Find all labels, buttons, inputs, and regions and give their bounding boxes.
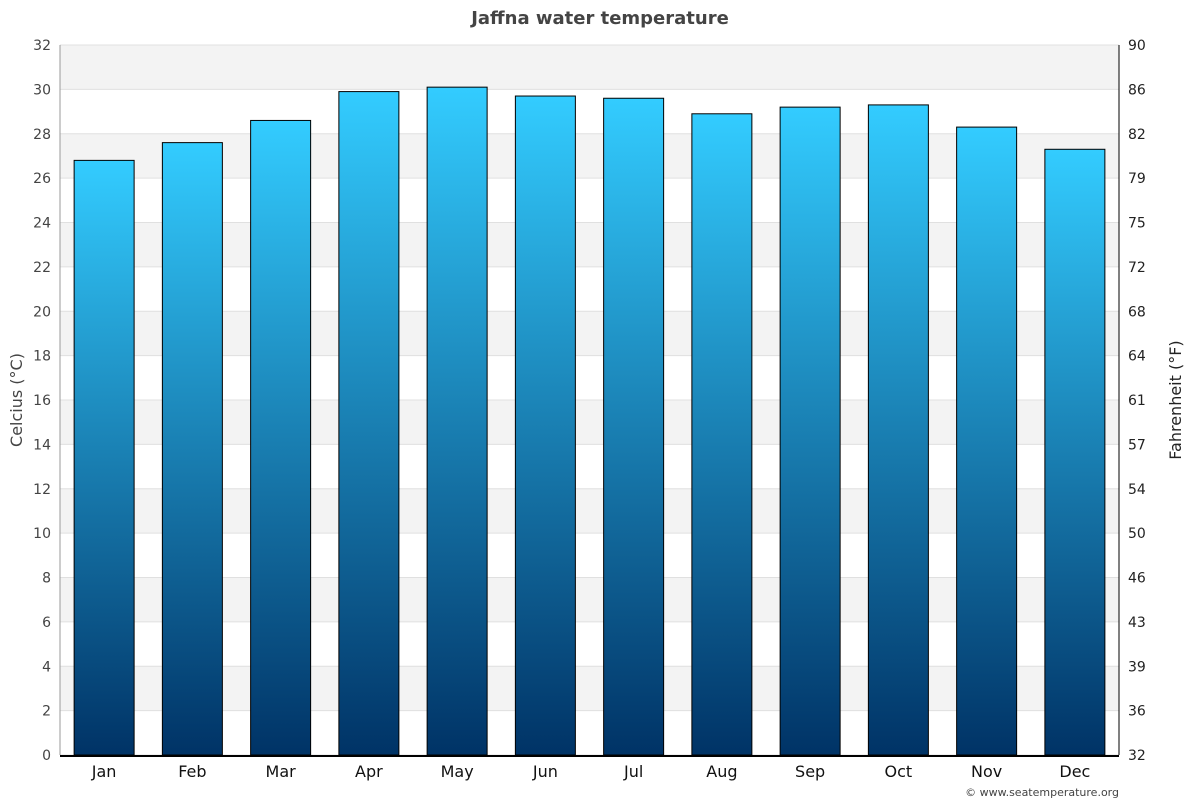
x-tick-label: Jul xyxy=(623,762,643,781)
x-tick-label: Mar xyxy=(266,762,297,781)
y2-tick-label: 72 xyxy=(1128,260,1146,276)
y2-tick-label: 86 xyxy=(1128,82,1146,98)
y2-tick-label: 36 xyxy=(1128,704,1146,720)
x-tick-label: May xyxy=(441,762,474,781)
grid-bands xyxy=(60,45,1119,711)
y-tick-label: 20 xyxy=(33,304,51,320)
y-tick-label: 10 xyxy=(33,526,51,542)
bars xyxy=(73,86,1106,756)
y-tick-label: 32 xyxy=(33,38,51,54)
bar-oct xyxy=(867,104,929,756)
y2-tick-label: 39 xyxy=(1128,659,1146,675)
y-tick-label: 18 xyxy=(33,349,51,365)
bar-dec xyxy=(1044,148,1106,756)
bar-mar xyxy=(250,119,312,756)
y-tick-label: 6 xyxy=(42,615,51,631)
y-tick-label: 30 xyxy=(33,82,51,98)
y-tick-label: 0 xyxy=(42,748,51,764)
x-tick-label: Aug xyxy=(706,762,737,781)
bar-may xyxy=(426,86,488,756)
bar-jun xyxy=(514,95,576,756)
x-tick-label: Nov xyxy=(971,762,1002,781)
bar-feb xyxy=(161,142,223,756)
y2-tick-label: 79 xyxy=(1128,171,1146,187)
y-tick-label: 2 xyxy=(42,704,51,720)
y-tick-label: 16 xyxy=(33,393,51,409)
axes xyxy=(59,45,1120,757)
x-tick-label: Apr xyxy=(355,762,383,781)
y-tick-label: 8 xyxy=(42,571,51,587)
y-tick-label: 22 xyxy=(33,260,51,276)
y2-axis-label: Fahrenheit (°F) xyxy=(1166,340,1185,459)
y2-tick-label: 90 xyxy=(1128,38,1146,54)
x-tick-label: Feb xyxy=(178,762,206,781)
grid-band xyxy=(60,666,1119,711)
x-tick-label: Sep xyxy=(795,762,825,781)
x-tick-label: Dec xyxy=(1059,762,1090,781)
grid-band xyxy=(60,577,1119,622)
chart-title: Jaffna water temperature xyxy=(469,8,729,29)
y2-tick-label: 61 xyxy=(1128,393,1146,409)
y-axis-label: Celcius (°C) xyxy=(7,353,26,447)
y2-tick-label: 54 xyxy=(1128,482,1146,498)
grid-band xyxy=(60,400,1119,445)
bar-sep xyxy=(779,106,841,756)
y-tick-label: 4 xyxy=(42,659,51,675)
y2-tick-label: 32 xyxy=(1128,748,1146,764)
grid-band xyxy=(60,133,1119,179)
y2-tick-label: 57 xyxy=(1128,437,1146,453)
y-tick-label: 28 xyxy=(33,127,51,143)
bar-jan xyxy=(73,159,135,756)
y-tick-label: 12 xyxy=(33,482,51,498)
bar-apr xyxy=(338,91,400,756)
grid-band xyxy=(60,311,1119,356)
grid-band xyxy=(60,488,1119,534)
y2-tick-label: 43 xyxy=(1128,615,1146,631)
y2-tick-label: 46 xyxy=(1128,571,1146,587)
y-tick-label: 14 xyxy=(33,437,51,453)
y2-tick-label: 68 xyxy=(1128,304,1146,320)
y-tick-label: 26 xyxy=(33,171,51,187)
x-tick-label: Jan xyxy=(91,762,117,781)
bar-nov xyxy=(956,126,1018,756)
y2-tick-label: 75 xyxy=(1128,216,1146,232)
tick-labels: 0 32 2 36 4 39 6 43 8 46 10 50 12 54 14 57 16 61 18 64 20 68 2… xyxy=(33,38,1146,781)
grid-band xyxy=(60,222,1119,267)
y2-tick-label: 64 xyxy=(1128,349,1146,365)
y2-tick-label: 50 xyxy=(1128,526,1146,542)
x-tick-label: Jun xyxy=(532,762,558,781)
credit-text[interactable]: © www.seatemperature.org xyxy=(965,786,1119,799)
bar-jul xyxy=(603,97,665,756)
bar-aug xyxy=(691,113,753,756)
y-tick-label: 24 xyxy=(33,216,51,232)
y2-tick-label: 82 xyxy=(1128,127,1146,143)
grid-band xyxy=(60,45,1119,90)
x-tick-label: Oct xyxy=(885,762,913,781)
